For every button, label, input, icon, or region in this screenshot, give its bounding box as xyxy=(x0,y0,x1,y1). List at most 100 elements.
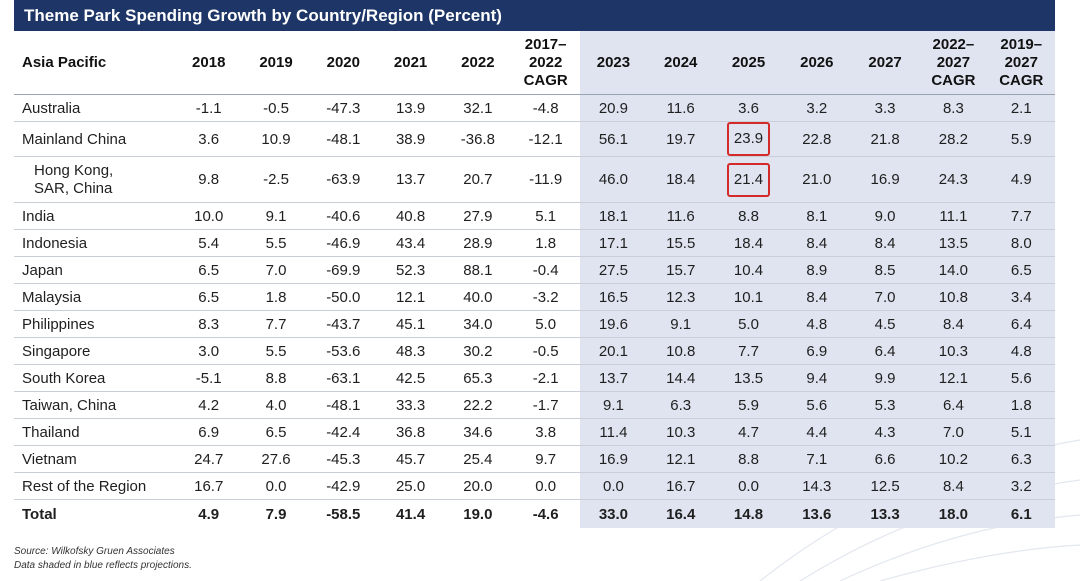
cell-india-2021: 40.8 xyxy=(376,202,445,230)
cell-thailand-2022: 34.6 xyxy=(444,418,512,446)
header-cagr-2019-2027: 2019– 2027 CAGR xyxy=(987,31,1055,95)
cell-rest-of-the-region-2021: 25.0 xyxy=(376,472,445,500)
cell-mainland-china-2022: -36.8 xyxy=(444,121,512,157)
cell-mainland-china-2019: 10.9 xyxy=(242,121,310,157)
cell-india-cagr-2017-2022: 5.1 xyxy=(511,202,580,230)
cell-mainland-china-2027: 21.8 xyxy=(850,121,920,157)
cell-philippines-2026: 4.8 xyxy=(782,310,851,338)
header-2023: 2023 xyxy=(579,31,648,95)
cell-australia-2018: -1.1 xyxy=(175,94,243,122)
cell-indonesia-2018: 5.4 xyxy=(175,229,243,257)
cell-malaysia-2021: 12.1 xyxy=(376,283,445,311)
projection-note: Data shaded in blue reflects projections… xyxy=(14,560,192,571)
cell-total-2021: 41.4 xyxy=(395,505,426,523)
cell-singapore-2026: 6.9 xyxy=(782,337,851,365)
header-cagr-2022-2027-line2: 2027 xyxy=(936,53,971,71)
cell-mainland-china-2026: 22.8 xyxy=(782,121,851,157)
cell-south-korea-2019: 8.8 xyxy=(242,364,310,392)
cell-thailand-2020: -42.4 xyxy=(309,418,377,446)
cell-taiwan-china-cagr-2022-2027: 6.4 xyxy=(919,391,988,419)
cell-vietnam-2023: 16.9 xyxy=(579,445,648,473)
cell-mainland-china-2021: 38.9 xyxy=(376,121,445,157)
table-row: Mainland China 3.6 10.9 -48.1 38.9 -36.8 -12.1… xyxy=(14,121,1055,157)
header-region: Asia Pacific xyxy=(14,31,176,95)
row-label-hong-kong-sar-china: Hong Kong, SAR, China xyxy=(14,156,176,203)
cell-indonesia-2022: 28.9 xyxy=(444,229,512,257)
cell-indonesia-cagr-2019-2027: 8.0 xyxy=(987,229,1055,257)
cell-japan-2025: 10.4 xyxy=(714,256,783,284)
cell-indonesia-2023: 17.1 xyxy=(579,229,648,257)
cell-total-2027: 13.3 xyxy=(850,499,920,528)
chart-title: Theme Park Spending Growth by Country/Re… xyxy=(14,0,1055,31)
cell-thailand-cagr-2017-2022: 3.8 xyxy=(511,418,580,446)
cell-philippines-2023: 19.6 xyxy=(579,310,648,338)
cell-malaysia-cagr-2019-2027: 3.4 xyxy=(987,283,1055,311)
cell-indonesia-2026: 8.4 xyxy=(782,229,851,257)
cell-japan-cagr-2019-2027: 6.5 xyxy=(987,256,1055,284)
row-label-vietnam: Vietnam xyxy=(14,445,176,473)
cell-hong-kong-sar-china-2027: 16.9 xyxy=(850,156,920,203)
header-cagr-2017-2022-line3: CAGR xyxy=(523,71,568,89)
header-cagr-2019-2027-line1: 2019– xyxy=(1000,35,1043,53)
cell-taiwan-china-2020: -48.1 xyxy=(309,391,377,419)
cell-philippines-cagr-2017-2022: 5.0 xyxy=(511,310,580,338)
cell-hong-kong-sar-china-2021: 13.7 xyxy=(376,156,445,203)
cell-taiwan-china-2024: 6.3 xyxy=(647,391,715,419)
highlighted-value: 23.9 xyxy=(726,122,771,156)
cell-total-cagr-2022-2027: 18.0 xyxy=(919,499,988,528)
cell-thailand-cagr-2019-2027: 5.1 xyxy=(987,418,1055,446)
cell-hong-kong-sar-china-2025: 21.4 xyxy=(714,156,783,203)
header-2020: 2020 xyxy=(309,31,377,95)
cell-singapore-2027: 6.4 xyxy=(850,337,920,365)
cell-south-korea-cagr-2019-2027: 5.6 xyxy=(987,364,1055,392)
cell-total-2022: 19.0 xyxy=(463,505,493,523)
cell-japan-cagr-2017-2022: -0.4 xyxy=(511,256,580,284)
cell-hong-kong-sar-china-cagr-2019-2027: 4.9 xyxy=(987,156,1055,203)
source-line: Source: Wilkofsky Gruen Associates xyxy=(14,546,175,557)
cell-mainland-china-cagr-2019-2027: 5.9 xyxy=(987,121,1055,157)
cell-indonesia-2027: 8.4 xyxy=(850,229,920,257)
cell-taiwan-china-cagr-2019-2027: 1.8 xyxy=(987,391,1055,419)
cell-singapore-2018: 3.0 xyxy=(175,337,243,365)
cell-total-2024: 16.4 xyxy=(647,499,715,528)
table-row: Rest of the Region 16.7 0.0 -42.9 25.0 20.0 0.… xyxy=(14,472,1055,500)
row-label-total: Total xyxy=(22,505,57,523)
header-cagr-2017-2022-line2: 2022 xyxy=(528,53,563,71)
cell-south-korea-2025: 13.5 xyxy=(714,364,783,392)
table-row: Australia -1.1 -0.5 -47.3 13.9 32.1 -4.8 20.9 11… xyxy=(14,94,1055,122)
cell-taiwan-china-2023: 9.1 xyxy=(579,391,648,419)
cell-south-korea-2027: 9.9 xyxy=(850,364,920,392)
cell-india-cagr-2019-2027: 7.7 xyxy=(987,202,1055,230)
cell-taiwan-china-2019: 4.0 xyxy=(242,391,310,419)
cell-australia-2024: 11.6 xyxy=(647,94,715,122)
cell-vietnam-cagr-2019-2027: 6.3 xyxy=(987,445,1055,473)
cell-india-2025: 8.8 xyxy=(714,202,783,230)
cell-south-korea-2023: 13.7 xyxy=(579,364,648,392)
cell-australia-2019: -0.5 xyxy=(242,94,310,122)
cell-indonesia-2021: 43.4 xyxy=(376,229,445,257)
cell-japan-2021: 52.3 xyxy=(376,256,445,284)
cell-mainland-china-2020: -48.1 xyxy=(309,121,377,157)
cell-rest-of-the-region-cagr-2017-2022: 0.0 xyxy=(511,472,580,500)
cell-rest-of-the-region-cagr-2022-2027: 8.4 xyxy=(919,472,988,500)
cell-hong-kong-sar-china-2022: 20.7 xyxy=(444,156,512,203)
cell-thailand-2025: 4.7 xyxy=(714,418,783,446)
cell-australia-cagr-2022-2027: 8.3 xyxy=(919,94,988,122)
cell-taiwan-china-2026: 5.6 xyxy=(782,391,851,419)
cell-malaysia-2024: 12.3 xyxy=(647,283,715,311)
cell-vietnam-2026: 7.1 xyxy=(782,445,851,473)
row-label-line: SAR, China xyxy=(34,179,113,197)
cell-philippines-2020: -43.7 xyxy=(309,310,377,338)
cell-rest-of-the-region-2020: -42.9 xyxy=(309,472,377,500)
cell-australia-2027: 3.3 xyxy=(850,94,920,122)
row-label-line: Hong Kong, xyxy=(34,161,114,179)
cell-vietnam-cagr-2022-2027: 10.2 xyxy=(919,445,988,473)
cell-india-2020: -40.6 xyxy=(309,202,377,230)
cell-india-2019: 9.1 xyxy=(242,202,310,230)
cell-south-korea-2026: 9.4 xyxy=(782,364,851,392)
header-cagr-2022-2027-line3: CAGR xyxy=(931,71,976,89)
cell-singapore-2023: 20.1 xyxy=(579,337,648,365)
row-label-rest-of-the-region: Rest of the Region xyxy=(14,472,176,500)
cell-hong-kong-sar-china-cagr-2017-2022: -11.9 xyxy=(511,156,580,203)
cell-japan-2026: 8.9 xyxy=(782,256,851,284)
